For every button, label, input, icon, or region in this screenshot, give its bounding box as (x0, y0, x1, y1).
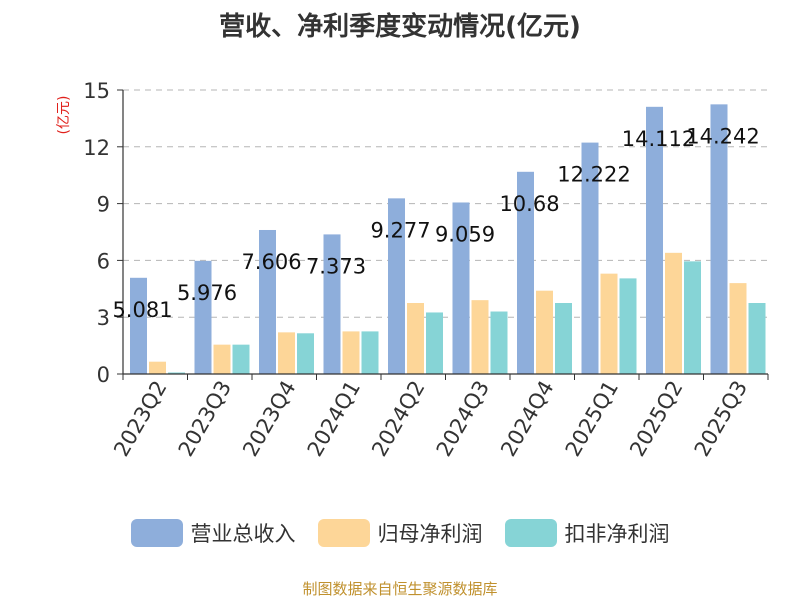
bar (536, 291, 553, 374)
x-tick-label: 2023Q4 (238, 377, 300, 461)
legend-swatch (505, 519, 557, 547)
data-label: 5.976 (177, 281, 237, 305)
y-tick-label: 12 (83, 136, 110, 160)
x-tick-label: 2023Q3 (174, 377, 236, 461)
x-tick-label: 2024Q2 (367, 377, 429, 461)
data-label: 12.222 (557, 163, 630, 187)
data-label: 14.242 (686, 124, 759, 148)
legend: 营业总收入 归母净利润 扣非净利润 (0, 518, 800, 548)
bar (665, 253, 682, 374)
bar (149, 362, 166, 374)
bar (491, 312, 508, 374)
bar (684, 261, 701, 374)
x-tick-label: 2024Q1 (303, 377, 365, 461)
bar (362, 331, 379, 374)
x-tick-label: 2025Q2 (625, 377, 687, 461)
data-label: 9.277 (370, 218, 430, 242)
data-label: 5.081 (112, 298, 172, 322)
bar (749, 303, 766, 374)
data-label: 10.68 (499, 192, 559, 216)
y-axis-label: (亿元) (56, 96, 72, 135)
bar (730, 283, 747, 374)
bar (130, 278, 147, 374)
x-tick-label: 2025Q1 (561, 377, 623, 461)
data-label: 7.373 (306, 254, 366, 278)
bar (620, 278, 637, 374)
x-tick-label: 2024Q3 (432, 377, 494, 461)
x-tick-label: 2023Q2 (109, 377, 171, 461)
bar (278, 332, 295, 374)
bar (472, 300, 489, 374)
legend-item[interactable]: 归母净利润 (318, 518, 483, 548)
bar (233, 345, 250, 374)
y-tick-label: 15 (83, 79, 110, 103)
bar (407, 303, 424, 374)
legend-swatch (131, 519, 183, 547)
legend-swatch (318, 519, 370, 547)
x-tick-label: 2024Q4 (496, 377, 558, 461)
legend-label: 扣非净利润 (565, 518, 670, 548)
bar (343, 331, 360, 374)
legend-item[interactable]: 营业总收入 (131, 518, 296, 548)
source-note: 制图数据来自恒生聚源数据库 (0, 578, 800, 599)
bar (555, 303, 572, 374)
data-label: 7.606 (241, 250, 301, 274)
y-tick-label: 0 (97, 363, 110, 387)
y-tick-label: 3 (97, 306, 110, 330)
bar (601, 274, 618, 374)
bar (214, 345, 231, 374)
data-label: 9.059 (435, 222, 495, 246)
x-tick-label: 2025Q3 (690, 377, 752, 461)
bar (195, 261, 212, 374)
legend-label: 营业总收入 (191, 518, 296, 548)
y-tick-label: 9 (97, 193, 110, 217)
y-tick-label: 6 (97, 249, 110, 273)
data-label: 14.112 (622, 127, 695, 151)
legend-label: 归母净利润 (378, 518, 483, 548)
bar (297, 333, 314, 374)
bar (426, 312, 443, 374)
legend-item[interactable]: 扣非净利润 (505, 518, 670, 548)
